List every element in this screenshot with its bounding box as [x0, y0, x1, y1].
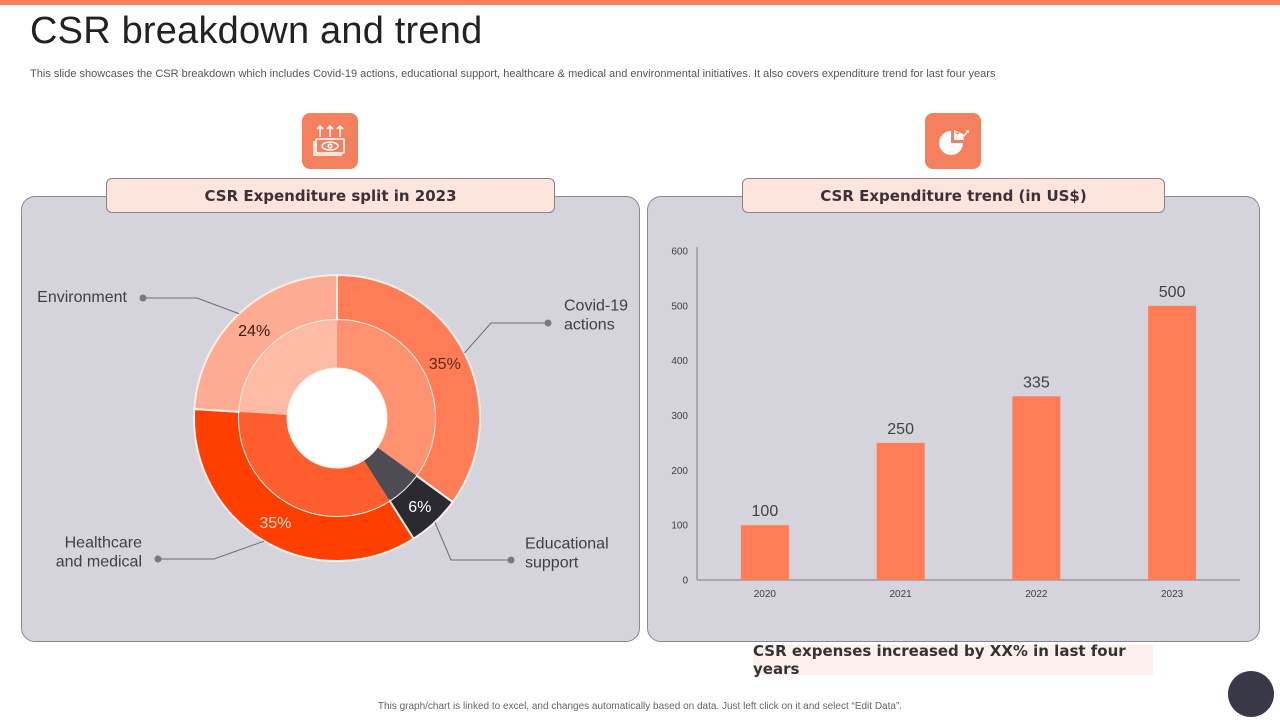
leader-line-environment [143, 297, 240, 315]
split-chart-header: CSR Expenditure split in 2023 [106, 178, 555, 213]
slice-inner-healthcare-and-medical[interactable] [239, 411, 390, 516]
bar-chart[interactable]: 0 100 200 300 400 500 600 100 2020 250 2021 335 2022… [647, 196, 1260, 642]
trend-chart-header: CSR Expenditure trend (in US$) [742, 178, 1165, 213]
x-tick-label-2020: 2020 [754, 589, 777, 600]
leader-dot-educational-support [507, 556, 515, 564]
y-tick-label: 300 [671, 411, 688, 422]
y-tick-label: 500 [671, 301, 688, 312]
category-label-covid-19-actions: Covid-19 actions [564, 298, 628, 334]
bar-value-label-2023: 500 [1159, 284, 1186, 301]
bar-value-label-2021: 250 [887, 421, 914, 438]
slice-inner-covid-19-actions[interactable] [337, 320, 435, 476]
leader-line-educational-support [434, 522, 511, 561]
leader-line-covid-19-actions [464, 322, 548, 354]
expense-increase-callout: CSR expenses increased by XX% in last fo… [753, 642, 1153, 678]
leader-dot-covid-19-actions [544, 319, 552, 327]
leader-line-healthcare-and-medical [158, 540, 265, 560]
category-label-educational-support: Educational support [525, 536, 609, 572]
slice-label-environment: 24% [238, 323, 270, 340]
page-subtitle: This slide showcases the CSR breakdown w… [30, 68, 996, 80]
top-accent-bar [0, 0, 1280, 5]
bar-2023[interactable] [1148, 305, 1197, 580]
pie-chart-dollar-trend-icon: $ [925, 113, 981, 169]
x-tick-label-2022: 2022 [1025, 589, 1048, 600]
slice-inner-environment[interactable] [239, 320, 337, 415]
y-tick-label: 400 [671, 356, 688, 367]
y-tick-label: 600 [671, 247, 688, 258]
bar-value-label-2020: 100 [752, 503, 779, 520]
x-tick-label-2021: 2021 [890, 589, 913, 600]
leader-dot-environment [139, 294, 147, 302]
corner-circle-decoration [1228, 671, 1274, 717]
doughnut-hole [286, 367, 388, 469]
bar-2022[interactable] [1012, 396, 1061, 580]
footer-note: This graph/chart is linked to excel, and… [377, 701, 903, 712]
bar-2020[interactable] [740, 525, 789, 580]
category-label-environment: Environment [37, 289, 127, 306]
svg-text:$: $ [955, 127, 960, 136]
y-tick-label: 200 [671, 466, 688, 477]
leader-dot-healthcare-and-medical [154, 555, 162, 563]
x-tick-label-2023: 2023 [1161, 589, 1184, 600]
page-title: CSR breakdown and trend [30, 10, 483, 52]
slice-inner-educational-support[interactable] [363, 447, 417, 501]
doughnut-chart[interactable]: 35% Covid-19 actions 6% Educational support 35… [21, 196, 640, 642]
y-tick-label: 0 [682, 576, 688, 587]
bar-2021[interactable] [876, 442, 925, 580]
slice-label-educational-support: 6% [408, 499, 431, 516]
slice-label-covid-19-actions: 35% [429, 356, 461, 373]
bar-value-label-2022: 335 [1023, 374, 1050, 391]
category-label-healthcare-and-medical: Healthcare and medical [56, 535, 142, 571]
y-tick-label: 100 [671, 521, 688, 532]
slice-label-healthcare-and-medical: 35% [259, 515, 291, 532]
money-up-arrows-icon [302, 113, 358, 169]
